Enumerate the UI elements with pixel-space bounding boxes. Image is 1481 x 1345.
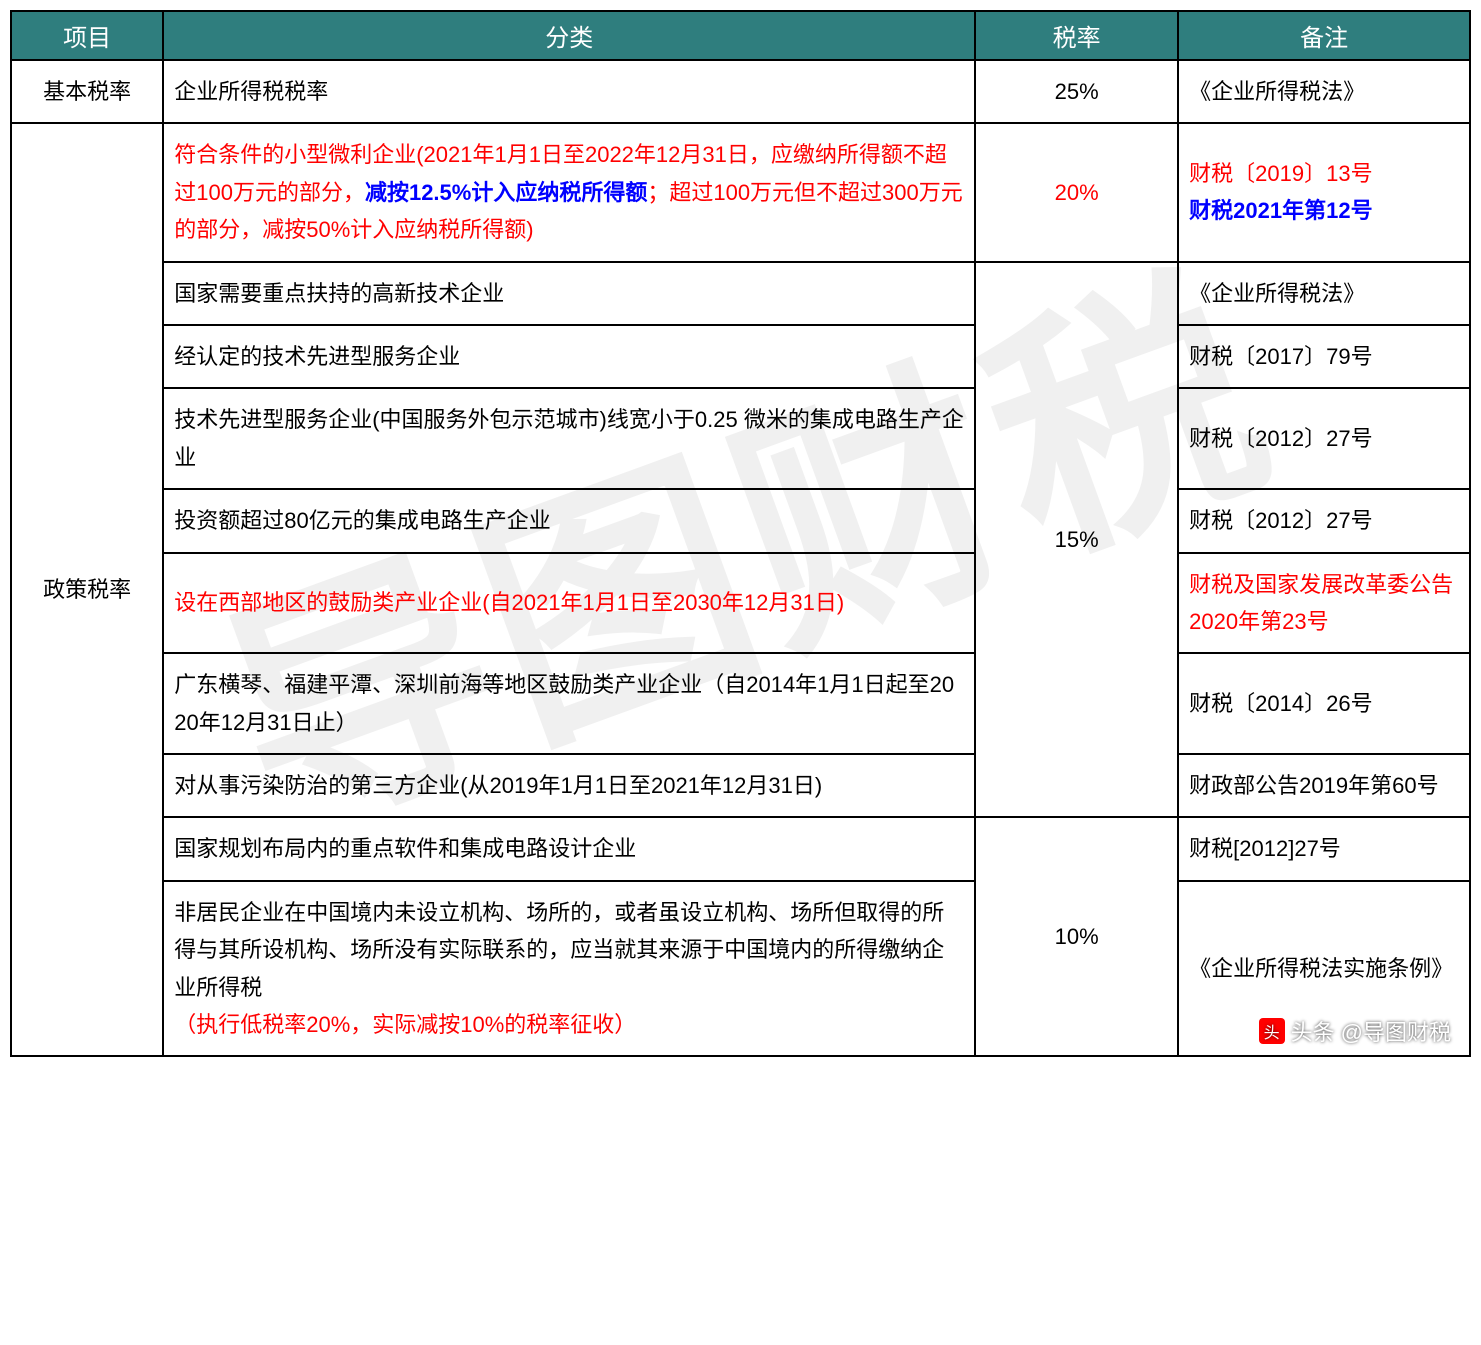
header-item: 项目 bbox=[11, 11, 163, 60]
table-row: 技术先进型服务企业(中国服务外包示范城市)线宽小于0.25 微米的集成电路生产企… bbox=[11, 388, 1470, 489]
text-segment: 非居民企业在中国境内未设立机构、场所的，或者虽设立机构、场所但取得的所得与其所设… bbox=[174, 900, 944, 1000]
text-segment: （执行低税率20%，实际减按10%的税率征收） bbox=[174, 1012, 636, 1037]
header-note: 备注 bbox=[1178, 11, 1470, 60]
cell-item: 政策税率 bbox=[11, 123, 163, 1056]
cell-class: 企业所得税税率 bbox=[163, 60, 975, 123]
cell-rate: 20% bbox=[975, 123, 1178, 261]
cell-class: 非居民企业在中国境内未设立机构、场所的，或者虽设立机构、场所但取得的所得与其所设… bbox=[163, 881, 975, 1057]
cell-class: 对从事污染防治的第三方企业(从2019年1月1日至2021年12月31日) bbox=[163, 754, 975, 817]
header-rate: 税率 bbox=[975, 11, 1178, 60]
table-header-row: 项目 分类 税率 备注 bbox=[11, 11, 1470, 60]
cell-note: 财政部公告2019年第60号 bbox=[1178, 754, 1470, 817]
table-row: 政策税率 符合条件的小型微利企业(2021年1月1日至2022年12月31日，应… bbox=[11, 123, 1470, 261]
table-row: 设在西部地区的鼓励类产业企业(自2021年1月1日至2030年12月31日) 财… bbox=[11, 553, 1470, 654]
cell-rate: 10% bbox=[975, 817, 1178, 1056]
table-row: 国家规划布局内的重点软件和集成电路设计企业 10% 财税[2012]27号 bbox=[11, 817, 1470, 880]
tax-rate-table: 项目 分类 税率 备注 基本税率 企业所得税税率 25% 《企业所得税法》 政策… bbox=[10, 10, 1471, 1057]
cell-note: 财税〔2012〕27号 bbox=[1178, 388, 1470, 489]
text-segment: 减按12.5%计入应纳税所得额 bbox=[365, 180, 647, 205]
cell-note: 财税[2012]27号 bbox=[1178, 817, 1470, 880]
cell-class: 国家需要重点扶持的高新技术企业 bbox=[163, 262, 975, 325]
cell-class: 技术先进型服务企业(中国服务外包示范城市)线宽小于0.25 微米的集成电路生产企… bbox=[163, 388, 975, 489]
cell-class: 广东横琴、福建平潭、深圳前海等地区鼓励类产业企业（自2014年1月1日起至202… bbox=[163, 653, 975, 754]
table-row: 对从事污染防治的第三方企业(从2019年1月1日至2021年12月31日) 财政… bbox=[11, 754, 1470, 817]
cell-class: 经认定的技术先进型服务企业 bbox=[163, 325, 975, 388]
cell-class: 国家规划布局内的重点软件和集成电路设计企业 bbox=[163, 817, 975, 880]
cell-rate: 15% bbox=[975, 262, 1178, 818]
cell-rate: 25% bbox=[975, 60, 1178, 123]
table-row: 经认定的技术先进型服务企业 财税〔2017〕79号 bbox=[11, 325, 1470, 388]
cell-class: 投资额超过80亿元的集成电路生产企业 bbox=[163, 489, 975, 552]
table-row: 非居民企业在中国境内未设立机构、场所的，或者虽设立机构、场所但取得的所得与其所设… bbox=[11, 881, 1470, 1057]
cell-note: 财税〔2017〕79号 bbox=[1178, 325, 1470, 388]
cell-note: 《企业所得税法》 bbox=[1178, 60, 1470, 123]
cell-item: 基本税率 bbox=[11, 60, 163, 123]
table-row: 投资额超过80亿元的集成电路生产企业 财税〔2012〕27号 bbox=[11, 489, 1470, 552]
cell-note: 《企业所得税法》 bbox=[1178, 262, 1470, 325]
attribution-prefix: 头条 bbox=[1291, 1015, 1335, 1047]
cell-class: 设在西部地区的鼓励类产业企业(自2021年1月1日至2030年12月31日) bbox=[163, 553, 975, 654]
attribution-badge: 头条 @导图财税 bbox=[1259, 1015, 1451, 1047]
cell-note: 财税〔2014〕26号 bbox=[1178, 653, 1470, 754]
cell-note: 财税〔2012〕27号 bbox=[1178, 489, 1470, 552]
cell-class: 符合条件的小型微利企业(2021年1月1日至2022年12月31日，应缴纳所得额… bbox=[163, 123, 975, 261]
header-class: 分类 bbox=[163, 11, 975, 60]
text-segment: 财税〔2019〕13号 bbox=[1189, 161, 1372, 186]
table-row: 国家需要重点扶持的高新技术企业 15% 《企业所得税法》 bbox=[11, 262, 1470, 325]
attribution-handle: @导图财税 bbox=[1341, 1015, 1451, 1047]
cell-note: 财税〔2019〕13号 财税2021年第12号 bbox=[1178, 123, 1470, 261]
toutiao-icon bbox=[1259, 1018, 1285, 1044]
table-row: 广东横琴、福建平潭、深圳前海等地区鼓励类产业企业（自2014年1月1日起至202… bbox=[11, 653, 1470, 754]
text-segment: 财税2021年第12号 bbox=[1189, 198, 1372, 223]
cell-note: 财税及国家发展改革委公告2020年第23号 bbox=[1178, 553, 1470, 654]
table-row: 基本税率 企业所得税税率 25% 《企业所得税法》 bbox=[11, 60, 1470, 123]
